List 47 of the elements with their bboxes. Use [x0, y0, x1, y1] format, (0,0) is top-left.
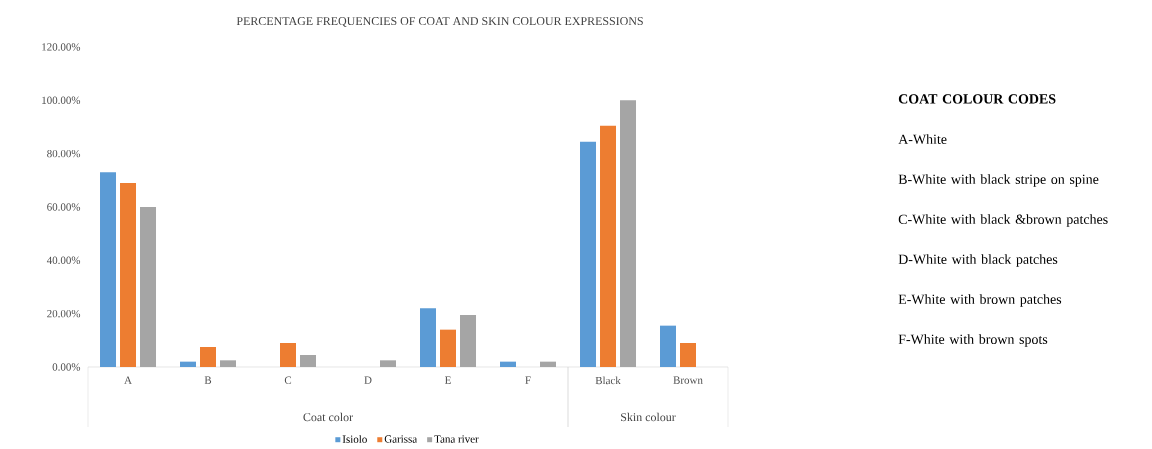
- text: A-White: [898, 134, 947, 145]
- x-tick-label: B: [204, 376, 212, 384]
- bar: [620, 100, 637, 367]
- bar: [140, 206, 157, 367]
- bar: [580, 141, 597, 367]
- legend-label: Garissa: [384, 435, 417, 443]
- bar: [600, 125, 617, 367]
- bar: [420, 308, 437, 367]
- x-tick-label: A: [124, 376, 132, 384]
- legend-label: Tana river: [434, 435, 479, 443]
- y-tick-label: 80.00%: [47, 149, 81, 158]
- bar: [380, 360, 397, 367]
- bar: [220, 360, 237, 367]
- y-tick-label: 0.00%: [52, 363, 81, 371]
- x-tick-label: C: [284, 376, 292, 384]
- bar: [280, 342, 297, 367]
- x-tick-label: F: [525, 376, 531, 384]
- bar: [500, 361, 517, 367]
- y-tick-label: 40.00%: [46, 256, 81, 265]
- bar: [460, 314, 477, 367]
- bar: [540, 361, 557, 367]
- bar: [300, 354, 317, 367]
- text: Coat color: [303, 412, 353, 422]
- text: C-White with black &brown patches: [898, 214, 1108, 227]
- y-tick-label: 60.00%: [47, 203, 81, 211]
- bar: [200, 346, 217, 367]
- text: F-White with brown spots: [898, 334, 1048, 347]
- bar: [120, 182, 137, 367]
- bar: [440, 329, 457, 367]
- text: B-White with black stripe on spine: [898, 174, 1099, 187]
- bar: [100, 172, 117, 367]
- bar: [680, 342, 697, 367]
- legend-label: Isiolo: [342, 435, 367, 443]
- chart-title: PERCENTAGE FREQUENCIES OF COAT AND SKIN COLOUR EXPRESSIONS: [236, 17, 643, 27]
- text: Skin colour: [621, 412, 676, 422]
- bar: [660, 325, 677, 367]
- x-tick-label: Brown: [673, 376, 703, 384]
- y-tick-label: 20.00%: [47, 309, 81, 318]
- x-tick-label: D: [364, 376, 372, 384]
- x-tick-label: Black: [595, 376, 621, 385]
- x-tick-label: E: [444, 376, 451, 384]
- bar: [180, 361, 197, 367]
- text: E-White with brown patches: [898, 294, 1062, 307]
- y-tick-label: 100.00%: [42, 96, 81, 105]
- y-tick-label: 120.00%: [42, 43, 81, 51]
- text: D-White with black patches: [898, 254, 1058, 267]
- text: COAT COLOUR CODES: [898, 94, 1056, 104]
